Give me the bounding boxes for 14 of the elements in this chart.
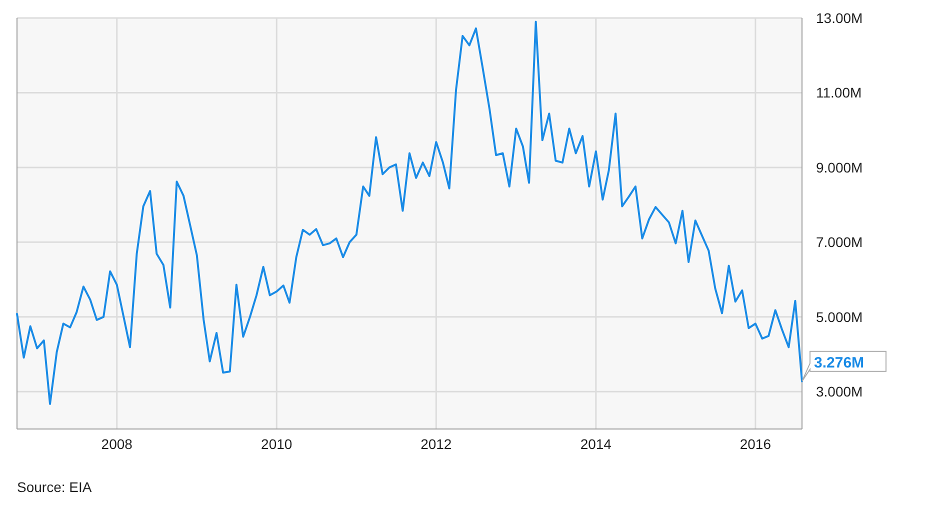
x-tick-label: 2010 xyxy=(261,436,292,452)
y-tick-label: 9.000M xyxy=(816,159,863,176)
x-tick-label: 2008 xyxy=(101,436,133,452)
y-tick-label: 5.000M xyxy=(816,308,863,325)
y-tick-label: 13.00M xyxy=(816,10,863,26)
y-tick-label: 11.00M xyxy=(816,84,862,101)
line-series xyxy=(16,20,803,405)
source-note: Source: EIA xyxy=(17,479,92,495)
y-tick-label: 3.000M xyxy=(816,384,863,400)
x-tick-label: 2012 xyxy=(420,436,452,452)
y-tick-label: 7.000M xyxy=(816,234,863,250)
annotation: 3.276M xyxy=(814,354,864,372)
x-tick-label: 2016 xyxy=(740,436,772,452)
x-tick-label: 2014 xyxy=(580,436,612,452)
